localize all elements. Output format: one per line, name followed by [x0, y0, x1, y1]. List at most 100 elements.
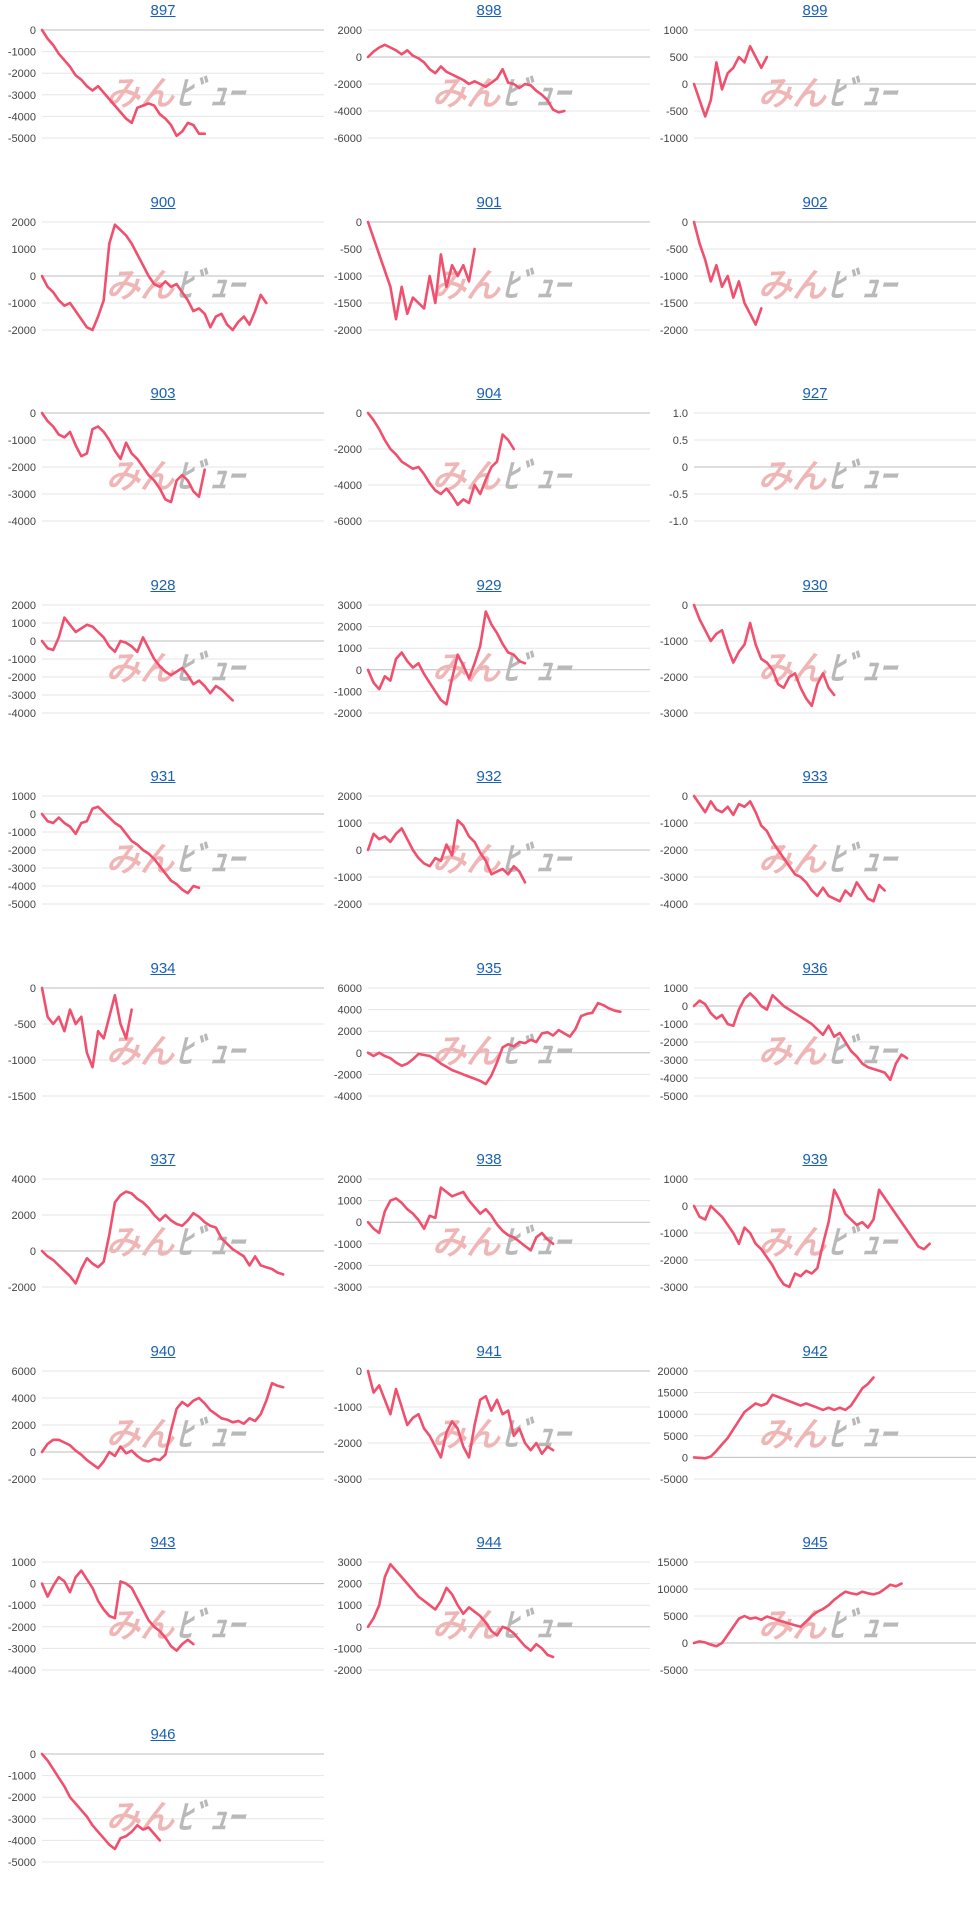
chart-cell: 2000 1000 0 -1000 -2000 -3000 -4000 みん ﾋﾞｭｰ 928	[0, 575, 326, 767]
chart-title-link[interactable]: 929	[476, 577, 502, 594]
watermark-text-1: みん	[432, 840, 501, 880]
chart-title-link[interactable]: 938	[476, 1151, 502, 1168]
chart-title-link[interactable]: 944	[476, 1534, 502, 1551]
chart-title-link[interactable]: 941	[476, 1343, 502, 1360]
y-tick-label: -1000	[660, 1019, 688, 1031]
y-tick-label: 0	[30, 1246, 36, 1258]
chart-title-link[interactable]: 946	[150, 1726, 176, 1743]
chart-title-link[interactable]: 934	[150, 960, 176, 977]
watermark-text-2: ﾋﾞｭｰ	[502, 840, 573, 880]
y-tick-label: 0	[356, 52, 362, 64]
y-tick-label: 5000	[664, 1431, 688, 1443]
watermark-logo: みん ﾋﾞｭｰ	[106, 840, 247, 880]
watermark-logo: みん ﾋﾞｭｰ	[106, 649, 247, 689]
y-tick-label: 2000	[12, 217, 36, 229]
y-tick-label: -1000	[334, 1239, 362, 1251]
y-tick-label: 20000	[657, 1366, 688, 1378]
chart-svg: 15000 10000 5000 0 -5000 みん ﾋﾞｭｰ	[657, 1557, 976, 1677]
chart-title-link[interactable]: 897	[150, 2, 176, 19]
y-tick-label: 2000	[338, 1579, 362, 1591]
y-tick-label: 2000	[338, 25, 362, 37]
series-line	[366, 411, 516, 507]
y-tick-label: -1000	[8, 1771, 36, 1783]
watermark-text-1: みん	[758, 649, 827, 689]
chart-svg: 2000 1000 0 -1000 -2000 みん ﾋﾞｭｰ	[334, 791, 650, 911]
y-tick-label: -2000	[334, 1069, 362, 1081]
y-tick-label: -1000	[334, 686, 362, 698]
watermark-logo: みん ﾋﾞｭｰ	[106, 1032, 247, 1072]
y-tick-label: -1.0	[669, 516, 688, 528]
y-tick-label: 0	[682, 462, 688, 474]
y-tick-label: -4000	[334, 480, 362, 492]
chart-title-link[interactable]: 939	[802, 1151, 828, 1168]
y-tick-label: -1000	[660, 636, 688, 648]
y-tick-label: -2000	[334, 325, 362, 337]
watermark-logo: みん ﾋﾞｭｰ	[758, 1415, 899, 1455]
y-tick-label: 0	[30, 408, 36, 420]
y-tick-label: 5000	[664, 1611, 688, 1623]
chart-title-link[interactable]: 931	[150, 768, 176, 785]
chart-cell: 6000 4000 2000 0 -2000 みん ﾋﾞｭｰ 940	[0, 1341, 326, 1533]
chart-cell: 0 -500 -1000 -1500 -2000 みん ﾋﾞｭｰ 902	[652, 192, 978, 384]
watermark-text-2: ﾋﾞｭｰ	[176, 840, 247, 880]
chart-title-link[interactable]: 936	[802, 960, 828, 977]
chart-cell: 6000 4000 2000 0 -2000 -4000 みん ﾋﾞｭｰ 935	[326, 958, 652, 1150]
chart-cell: 3000 2000 1000 0 -1000 -2000 みん ﾋﾞｭｰ 944	[326, 1532, 652, 1724]
chart-cell: 0 -2000 -4000 -6000 みん ﾋﾞｭｰ 904	[326, 383, 652, 575]
watermark-text-1: みん	[106, 1415, 175, 1455]
watermark-logo: みん ﾋﾞｭｰ	[758, 649, 899, 689]
y-tick-label: 0	[356, 217, 362, 229]
watermark-text-1: みん	[758, 266, 827, 306]
chart-title-link[interactable]: 933	[802, 768, 828, 785]
chart-cell: 0 -1000 -2000 -3000 みん ﾋﾞｭｰ 930	[652, 575, 978, 767]
chart-title-link[interactable]: 942	[802, 1343, 828, 1360]
chart-cell: 1000 0 -1000 -2000 -3000 -4000 -5000 みん ﾋﾞｭｰ 931	[0, 766, 326, 958]
chart-svg: 3000 2000 1000 0 -1000 -2000 みん ﾋﾞｭｰ	[334, 1557, 650, 1677]
chart-title-link[interactable]: 898	[476, 2, 502, 19]
chart-title-link[interactable]: 935	[476, 960, 502, 977]
y-tick-label: 0	[30, 271, 36, 283]
chart-title-link[interactable]: 937	[150, 1151, 176, 1168]
y-tick-label: -1000	[660, 1228, 688, 1240]
chart-svg: 0 -1000 -2000 -3000 -4000 -5000 みん ﾋﾞｭｰ	[8, 1749, 324, 1869]
chart-title-link[interactable]: 903	[150, 385, 176, 402]
chart-title-link[interactable]: 902	[802, 194, 828, 211]
series-line	[366, 220, 476, 321]
y-tick-label: -2000	[334, 708, 362, 720]
y-tick-label: 0	[356, 1622, 362, 1634]
chart-svg: 1000 0 -1000 -2000 -3000 -4000 -5000 みん ﾋﾞｭｰ	[8, 791, 324, 911]
chart-cell: 1.0 0.5 0 -0.5 -1.0 みん ﾋﾞｭｰ 927	[652, 383, 978, 575]
chart-svg: 2000 0 -2000 -4000 -6000 みん ﾋﾞｭｰ	[334, 25, 650, 145]
chart-title-link[interactable]: 940	[150, 1343, 176, 1360]
y-tick-label: -500	[666, 106, 688, 118]
chart-cell: 2000 1000 0 -1000 -2000 -3000 みん ﾋﾞｭｰ 938	[326, 1149, 652, 1341]
y-tick-label: -1500	[8, 1091, 36, 1103]
y-tick-label: -3000	[334, 1282, 362, 1294]
y-tick-label: -1000	[8, 435, 36, 447]
chart-title-link[interactable]: 943	[150, 1534, 176, 1551]
y-tick-label: -2000	[8, 1792, 36, 1804]
chart-title-link[interactable]: 928	[150, 577, 176, 594]
y-tick-label: -1000	[334, 271, 362, 283]
chart-title-link[interactable]: 901	[476, 194, 502, 211]
chart-title-link[interactable]: 927	[802, 385, 828, 402]
chart-title-link[interactable]: 945	[802, 1534, 828, 1551]
y-tick-label: -2000	[660, 1255, 688, 1267]
y-tick-label: -1000	[660, 133, 688, 145]
chart-title-link[interactable]: 930	[802, 577, 828, 594]
series-line	[692, 1188, 931, 1289]
chart-title-link[interactable]: 900	[150, 194, 176, 211]
watermark-text-1: みん	[758, 74, 827, 114]
chart-title-link[interactable]: 932	[476, 768, 502, 785]
y-tick-label: 0.5	[673, 435, 688, 447]
y-tick-label: 0	[30, 809, 36, 821]
chart-title-link[interactable]: 899	[802, 2, 828, 19]
chart-title-link[interactable]: 904	[476, 385, 502, 402]
chart-cell: 0 -1000 -2000 -3000 -4000 -5000 みん ﾋﾞｭｰ 897	[0, 0, 326, 192]
y-tick-label: 6000	[12, 1366, 36, 1378]
y-tick-label: -500	[14, 1019, 36, 1031]
y-tick-label: -4000	[8, 516, 36, 528]
y-tick-label: -5000	[8, 1857, 36, 1869]
